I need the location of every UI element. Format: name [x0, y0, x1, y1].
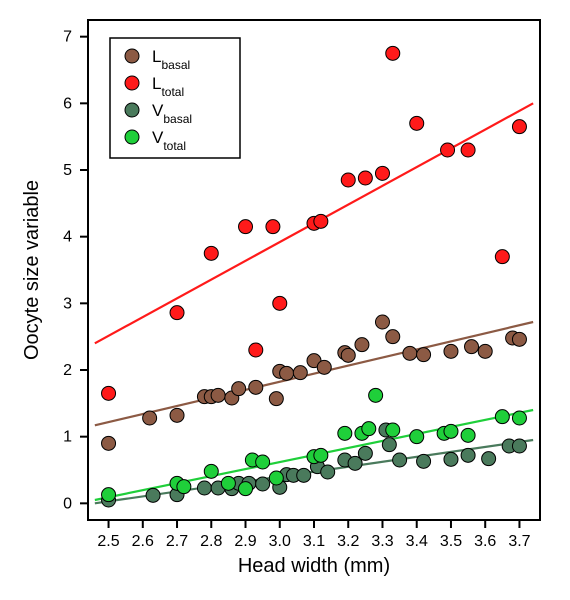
x-tick-label: 2.8 — [200, 533, 222, 550]
x-tick-label: 3.7 — [508, 533, 530, 550]
data-point-V_total — [386, 423, 400, 437]
data-point-V_total — [495, 410, 509, 424]
data-point-L_basal — [293, 366, 307, 380]
x-tick-label: 3.6 — [474, 533, 496, 550]
data-point-V_total — [410, 430, 424, 444]
chart-svg: 2.5 2.6 2.7 2.8 2.9 3.0 3.1 3.2 3.3 3.4 3.5 3.6 3.7 0… — [0, 0, 570, 600]
x-tick-label: 2.6 — [132, 533, 154, 550]
y-tick-label: 0 — [63, 495, 72, 512]
x-axis-label: Head width (mm) — [238, 555, 390, 577]
data-point-L_total — [239, 220, 253, 234]
data-point-L_basal — [465, 340, 479, 354]
data-point-L_total — [441, 143, 455, 157]
data-point-L_total — [512, 120, 526, 134]
data-point-L_basal — [249, 380, 263, 394]
data-point-V_basal — [512, 439, 526, 453]
data-point-V_total — [177, 480, 191, 494]
x-tick-label: 3.4 — [406, 533, 428, 550]
data-point-V_basal — [393, 453, 407, 467]
data-point-V_basal — [382, 438, 396, 452]
data-point-V_basal — [417, 454, 431, 468]
legend-marker — [125, 49, 139, 63]
data-point-V_basal — [146, 488, 160, 502]
data-point-L_total — [375, 166, 389, 180]
data-point-V_basal — [482, 452, 496, 466]
data-point-L_basal — [417, 348, 431, 362]
data-point-V_basal — [358, 446, 372, 460]
data-point-V_basal — [444, 452, 458, 466]
data-point-V_basal — [197, 481, 211, 495]
data-point-L_total — [495, 250, 509, 264]
data-point-L_total — [204, 246, 218, 260]
data-point-L_basal — [386, 330, 400, 344]
data-point-V_basal — [256, 477, 270, 491]
data-point-L_total — [170, 306, 184, 320]
data-point-L_total — [273, 296, 287, 310]
x-tick-label: 3.5 — [440, 533, 462, 550]
data-point-V_total — [369, 388, 383, 402]
y-axis-label: Oocyte size variable — [21, 180, 43, 360]
data-point-L_basal — [280, 366, 294, 380]
data-point-V_basal — [321, 465, 335, 479]
data-point-L_total — [249, 343, 263, 357]
data-point-L_total — [102, 386, 116, 400]
y-tick-label: 3 — [63, 295, 72, 312]
x-tick-label: 2.9 — [234, 533, 256, 550]
data-point-V_total — [269, 471, 283, 485]
data-point-L_basal — [170, 408, 184, 422]
data-point-L_basal — [211, 388, 225, 402]
data-point-L_total — [358, 171, 372, 185]
data-point-L_basal — [269, 392, 283, 406]
data-point-V_basal — [461, 448, 475, 462]
data-point-V_total — [239, 482, 253, 496]
scatter-chart: 2.5 2.6 2.7 2.8 2.9 3.0 3.1 3.2 3.3 3.4 3.5 3.6 3.7 0… — [0, 0, 570, 600]
x-tick-label: 3.1 — [303, 533, 325, 550]
legend-marker — [125, 103, 139, 117]
data-point-V_total — [461, 428, 475, 442]
data-point-L_basal — [143, 411, 157, 425]
data-point-V_total — [314, 448, 328, 462]
data-point-L_basal — [444, 344, 458, 358]
data-point-L_basal — [512, 332, 526, 346]
y-tick-label: 6 — [63, 95, 72, 112]
x-tick-label: 2.5 — [97, 533, 119, 550]
data-point-V_total — [256, 455, 270, 469]
y-tick-label: 7 — [63, 29, 72, 46]
data-point-L_basal — [375, 315, 389, 329]
data-point-L_basal — [355, 338, 369, 352]
x-tick-label: 2.7 — [166, 533, 188, 550]
data-point-L_basal — [341, 348, 355, 362]
data-point-V_total — [444, 424, 458, 438]
data-point-L_basal — [317, 360, 331, 374]
data-point-L_total — [314, 214, 328, 228]
data-point-L_total — [461, 143, 475, 157]
legend-marker — [125, 76, 139, 90]
data-point-V_total — [204, 464, 218, 478]
y-tick-label: 2 — [63, 362, 72, 379]
data-point-V_total — [221, 476, 235, 490]
data-point-L_basal — [102, 436, 116, 450]
y-tick-label: 5 — [63, 162, 72, 179]
data-point-L_total — [410, 116, 424, 130]
x-tick-label: 3.3 — [371, 533, 393, 550]
x-tick-label: 3.0 — [269, 533, 291, 550]
data-point-V_basal — [297, 468, 311, 482]
data-point-L_total — [386, 46, 400, 60]
data-point-L_basal — [403, 346, 417, 360]
data-point-L_basal — [232, 382, 246, 396]
data-point-V_total — [512, 411, 526, 425]
legend-marker — [125, 130, 139, 144]
data-point-V_total — [338, 426, 352, 440]
data-point-L_basal — [478, 344, 492, 358]
data-point-V_total — [362, 422, 376, 436]
x-tick-label: 3.2 — [337, 533, 359, 550]
y-tick-label: 1 — [63, 429, 72, 446]
data-point-L_total — [341, 173, 355, 187]
y-tick-label: 4 — [63, 229, 72, 246]
data-point-L_total — [266, 220, 280, 234]
data-point-V_total — [102, 488, 116, 502]
